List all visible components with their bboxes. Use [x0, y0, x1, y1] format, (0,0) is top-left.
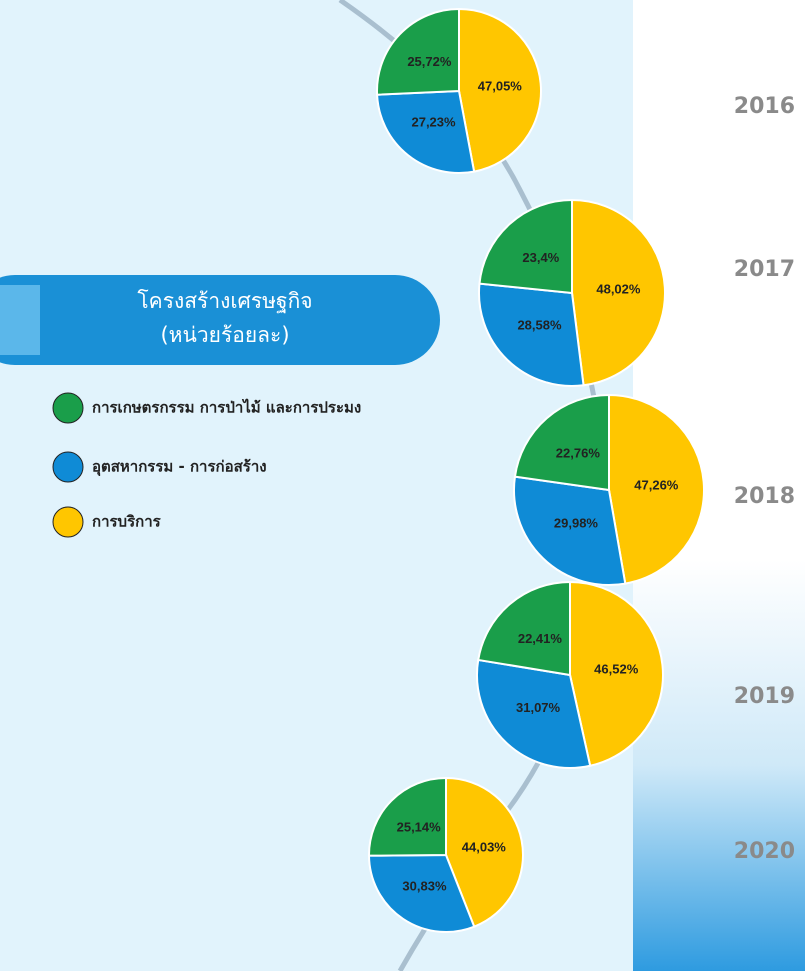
- pie-slice: [476, 658, 592, 769]
- pie-slice: [477, 580, 571, 677]
- data-label: 47,26%: [634, 477, 679, 492]
- data-label: 25,14%: [397, 819, 442, 834]
- header-pill: [0, 275, 440, 365]
- pie-slice: [445, 776, 524, 928]
- pie-slice: [569, 580, 664, 767]
- title: โครงสร้างเศรษฐกิจ: [137, 289, 312, 313]
- data-label: 48,02%: [596, 282, 641, 297]
- data-label: 25,72%: [407, 54, 452, 69]
- pies: 47,05% 27,23% 25,72% 2016 48,02% 28,58% 23,4% 2…: [367, 7, 795, 933]
- data-label: 30,83%: [402, 878, 447, 893]
- pie-slice: [571, 198, 666, 387]
- data-label: 47,05%: [478, 79, 523, 94]
- legend-label: การบริการ: [92, 513, 162, 531]
- pie-slice: [376, 7, 460, 96]
- year-label: 2016: [734, 94, 795, 119]
- legend-label: การเกษตรกรรม การป่าไม้ และการประมง: [92, 398, 361, 417]
- legend-swatch: [52, 451, 84, 483]
- photo: [633, 560, 805, 971]
- subtitle: (หน่วยร้อยละ): [160, 323, 289, 347]
- pie-slice: [513, 393, 610, 492]
- legend: การเกษตรกรรม การป่าไม้ และการประมงอุตสหา…: [52, 392, 361, 538]
- pie-slice: [368, 776, 447, 857]
- data-label: 44,03%: [462, 839, 507, 854]
- pie-slice: [478, 282, 585, 387]
- data-label: 46,52%: [594, 661, 639, 676]
- data-label: 23,4%: [522, 250, 559, 265]
- legend-swatch: [52, 506, 84, 538]
- year-label: 2017: [734, 257, 795, 282]
- data-label: 27,23%: [411, 115, 456, 130]
- data-label: 31,07%: [516, 700, 561, 715]
- pie-slice: [376, 89, 476, 174]
- pie-slice: [458, 7, 542, 173]
- pie-slice: [367, 853, 476, 933]
- year-label: 2019: [734, 684, 795, 709]
- pie-slice: [478, 198, 573, 295]
- legend-label: อุตสหากรรม - การก่อสร้าง: [92, 458, 267, 477]
- icon: [0, 285, 40, 355]
- pie-slice: [513, 475, 627, 586]
- pie-slice: [608, 393, 705, 585]
- legend-swatch: [52, 392, 84, 424]
- year-label: 2018: [734, 484, 795, 509]
- data-label: 22,76%: [556, 446, 601, 461]
- year-label: 2020: [734, 839, 795, 864]
- data-label: 28,58%: [517, 318, 562, 333]
- data-label: 22,41%: [518, 631, 563, 646]
- data-label: 29,98%: [554, 516, 599, 531]
